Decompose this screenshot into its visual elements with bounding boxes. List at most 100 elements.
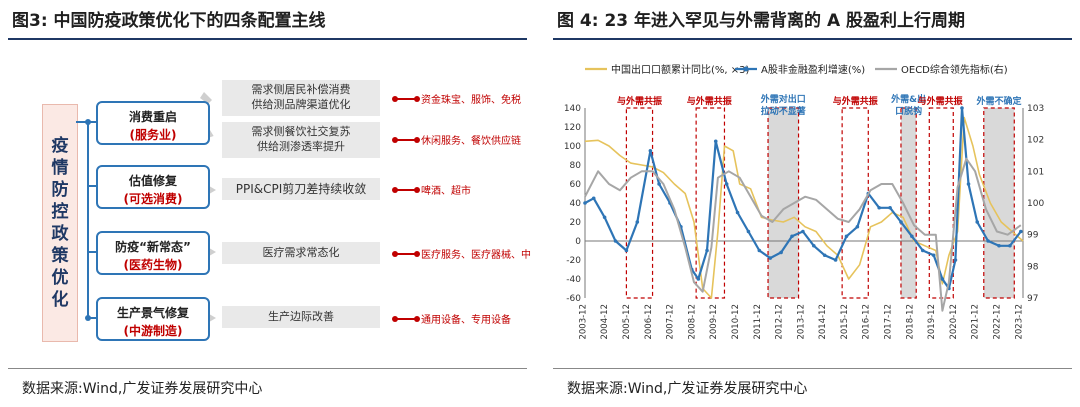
x-tick-label: 2004-12: [600, 304, 610, 340]
series-point: [953, 258, 958, 262]
series-point: [648, 148, 653, 153]
series-point: [888, 205, 892, 210]
category-title: 防疫“新常态”: [115, 240, 191, 254]
category-title: 估值修复: [128, 174, 177, 188]
series-point: [657, 182, 661, 186]
series-point: [997, 243, 1001, 248]
y-left-tick-label: 60: [570, 180, 582, 190]
side-char: 防: [51, 180, 69, 200]
series-point: [705, 248, 709, 253]
side-char: 疫: [51, 136, 69, 156]
series-point: [986, 239, 990, 243]
series-point: [844, 234, 849, 239]
y-left-tick-label: 40: [570, 199, 582, 209]
y-left-tick-label: 100: [564, 142, 581, 152]
side-label-box: 疫 情 防 控 政 策 优 化: [42, 104, 78, 342]
right-source: 数据来源:Wind,广发证券发展研究中心: [567, 381, 808, 397]
highlight-period: [841, 107, 869, 299]
category-sub: (中游制造): [123, 324, 183, 338]
x-tick-label: 2020-12: [949, 304, 959, 340]
chart-series: [583, 106, 1024, 312]
driver-box: PPI&CPI剪刀差持续收敛: [222, 178, 380, 200]
category-sub: (服务业): [129, 128, 177, 142]
industry-text: 医疗服务、医疗器械、中: [421, 250, 531, 261]
x-tick-label: 2003-12: [578, 304, 588, 340]
chart-axes: -60 -40 -20 0 20 40 60 80 100 120 140 97 98 99 100 101 1…: [564, 104, 1045, 340]
highlight-period: [625, 107, 654, 299]
x-tick-label: 2021-12: [971, 304, 981, 340]
right-source-rule: [553, 368, 1072, 369]
series-point: [746, 229, 751, 234]
left-figure-title: 图3: 中国防疫政策优化下的四条配置主线: [12, 11, 326, 31]
diagram-connectors: [76, 92, 216, 325]
category-valuation-repair: 估值修复 (可选消费): [96, 165, 210, 209]
series-point: [768, 256, 773, 260]
left-figure-panel: 图3: 中国防疫政策优化下的四条配置主线 疫 情 防 控 政 策 优 化 消费重…: [0, 0, 535, 407]
industry-text: 休闲服务、餐饮供应链: [421, 136, 521, 147]
series-point: [1008, 243, 1012, 248]
series-point: [975, 220, 980, 224]
y-left-tick-label: -40: [566, 275, 581, 285]
industry-text: 通用设备、专用设备: [421, 315, 511, 326]
annotation-label: 外需对出口: [760, 93, 806, 105]
driver-line: 需求侧居民补偿消费: [251, 83, 351, 96]
series-point: [735, 210, 740, 215]
series-line: [584, 106, 1022, 290]
series-point: [899, 220, 903, 224]
annotation-label: 拉动不显著: [761, 105, 806, 117]
x-tick-label: 2011-12: [753, 304, 763, 340]
category-sub: (医药生物): [123, 258, 183, 272]
x-tick-label: 2015-12: [840, 304, 850, 340]
series-line: [584, 157, 1022, 312]
side-char: 政: [51, 224, 69, 244]
legend-label: A股非金融盈利增速(%): [761, 63, 865, 76]
y-right-tick-label: 102: [1027, 136, 1044, 146]
industry-line: 通用设备、专用设备: [392, 311, 511, 326]
y-right-tick-label: 101: [1027, 167, 1044, 177]
shaded-periods: [767, 107, 1015, 299]
legend-label: 中国出口口额累计同比(%, ×3): [611, 63, 750, 76]
driver-box: 需求侧餐饮社交复苏 供给测渗透率提升: [222, 122, 380, 158]
driver-line: 供给测品牌渠道优化: [251, 98, 351, 111]
industry-text: 资金珠宝、服饰、免税: [421, 95, 521, 106]
series-point: [583, 201, 587, 205]
connector-dot-icon: [392, 315, 420, 322]
category-consumption-restart: 消费重启 (服务业): [96, 101, 210, 145]
driver-box: 生产边际改善: [222, 306, 380, 328]
x-tick-label: 2006-12: [644, 304, 654, 340]
y-left-tick-label: 20: [570, 218, 582, 228]
category-epidemic-new-normal: 防疫“新常态” (医药生物): [96, 231, 210, 275]
series-point: [696, 277, 701, 281]
industry-line: 啤酒、超市: [392, 182, 471, 197]
series-point: [833, 258, 838, 262]
series-point: [812, 243, 816, 248]
y-right-tick-label: 97: [1027, 294, 1038, 304]
driver-line: 医疗需求常态化: [262, 246, 340, 259]
x-tick-label: 2018-12: [905, 304, 915, 340]
annotation-label: 外需不确定: [976, 95, 1023, 107]
y-right-tick-label: 98: [1027, 262, 1039, 272]
series-point: [822, 253, 827, 258]
y-right-tick-label: 103: [1027, 104, 1044, 114]
highlight-period: [695, 107, 726, 299]
driver-line: 供给测渗透率提升: [257, 140, 345, 153]
annotation-label: 与外需共振: [687, 95, 733, 107]
x-tick-label: 2023-12: [1014, 304, 1024, 340]
legend-marker: [743, 66, 749, 72]
series-point: [613, 239, 618, 243]
x-tick-label: 2012-12: [775, 304, 785, 340]
series-point: [635, 220, 640, 224]
x-tick-label: 2008-12: [687, 304, 697, 340]
right-title-rule: [553, 38, 1072, 40]
side-char: 优: [51, 268, 69, 288]
series-point: [790, 234, 794, 239]
series-point: [713, 139, 718, 144]
series-point: [624, 248, 629, 253]
x-tick-label: 2022-12: [992, 304, 1002, 340]
category-title: 消费重启: [128, 110, 177, 124]
annotation-label: 口脱钩: [895, 105, 922, 117]
series-point: [931, 253, 936, 258]
annotation-label: 与外需共振: [617, 95, 663, 107]
right-figure-title: 图 4: 23 年进入罕见与外需背离的 A 股盈利上行周期: [557, 11, 966, 31]
industry-line: 资金珠宝、服饰、免税: [392, 91, 521, 106]
